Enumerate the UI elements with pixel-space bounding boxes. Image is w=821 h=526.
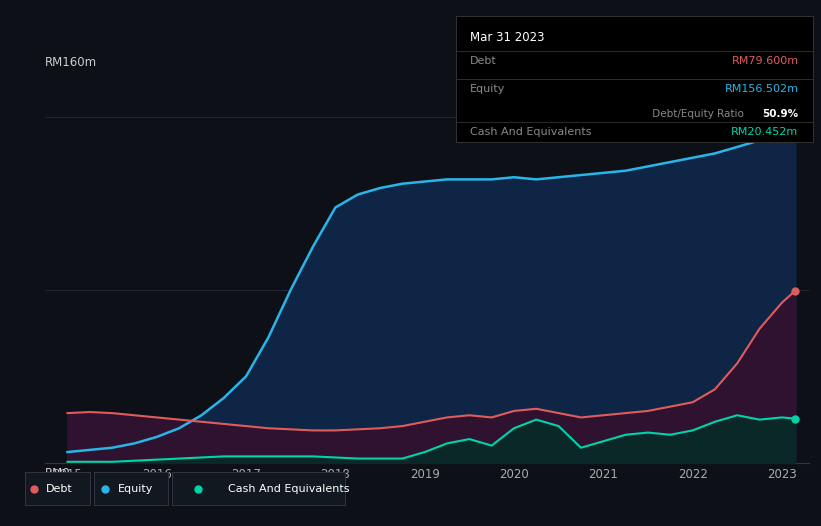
Text: Cash And Equivalents: Cash And Equivalents (227, 483, 349, 494)
Text: Debt: Debt (470, 56, 497, 66)
Text: Equity: Equity (470, 84, 505, 94)
Text: RM160m: RM160m (45, 56, 97, 69)
Text: Mar 31 2023: Mar 31 2023 (470, 31, 544, 44)
Text: Equity: Equity (118, 483, 154, 494)
Text: RM156.502m: RM156.502m (724, 84, 799, 94)
Text: RM79.600m: RM79.600m (732, 56, 799, 66)
Text: Cash And Equivalents: Cash And Equivalents (470, 127, 591, 137)
Text: RM0: RM0 (45, 467, 71, 480)
Text: Debt: Debt (46, 483, 72, 494)
Text: RM20.452m: RM20.452m (732, 127, 799, 137)
Text: Debt/Equity Ratio: Debt/Equity Ratio (649, 109, 743, 119)
Text: 50.9%: 50.9% (763, 109, 799, 119)
